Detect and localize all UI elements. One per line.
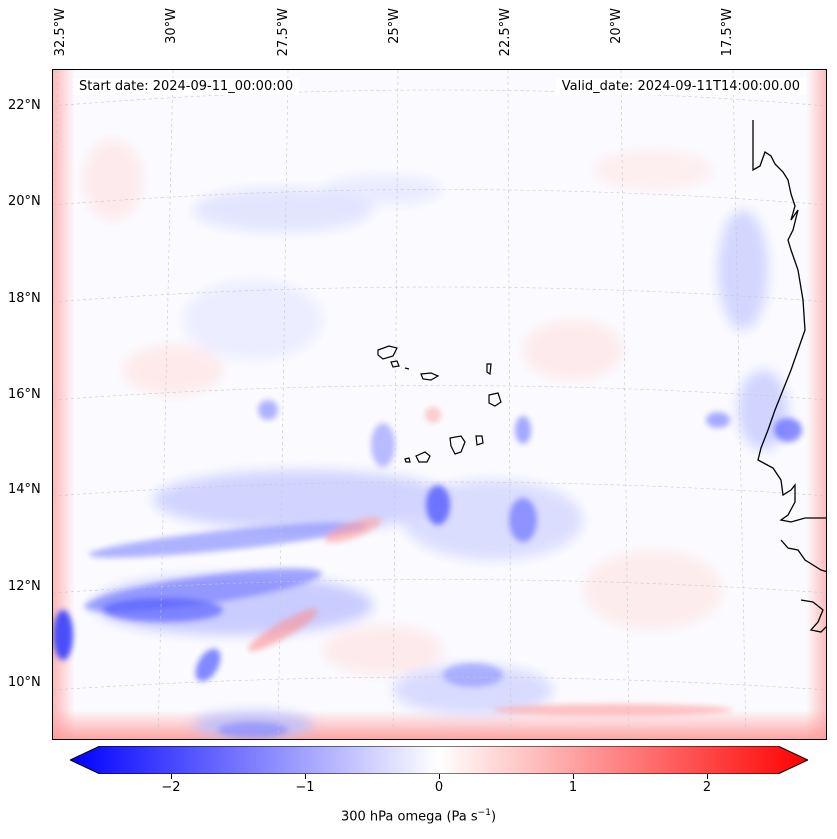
lat-label-22n: 22°N <box>8 98 41 113</box>
start-date-label: Start date: 2024-09-11_00:00:00 <box>73 78 300 95</box>
omega-field-map <box>53 70 826 739</box>
coastline-cape-verde <box>377 345 502 463</box>
map-panel[interactable]: Start date: 2024-09-11_00:00:00 Valid_da… <box>52 69 827 740</box>
colorbar <box>70 746 808 774</box>
colorbar-tick-neg1: −1 <box>295 780 315 795</box>
lat-label-10n: 10°N <box>8 675 41 690</box>
lat-label-14n: 14°N <box>8 482 41 497</box>
lat-label-20n: 20°N <box>8 194 41 209</box>
colorbar-tick-0: 0 <box>434 780 444 795</box>
lon-label-25w: 25°W <box>387 8 402 44</box>
colorbar-tick-1: 1 <box>568 780 578 795</box>
valid-date-label: Valid_date: 2024-09-11T14:00:00.00 <box>555 78 806 95</box>
lat-label-18n: 18°N <box>8 291 41 306</box>
lon-label-27-5w: 27.5°W <box>276 8 291 57</box>
colorbar-tick-2: 2 <box>702 780 712 795</box>
lon-label-22-5w: 22.5°W <box>498 8 513 57</box>
field-soft-patches <box>83 140 788 739</box>
coastline-africa <box>752 120 826 633</box>
lat-label-16n: 16°N <box>8 387 41 402</box>
lon-label-20w: 20°W <box>609 8 624 44</box>
lon-label-32-5w: 32.5°W <box>53 8 68 57</box>
colorbar-label: 300 hPa omega (Pa s−1) <box>340 808 497 825</box>
colorbar-tick-neg2: −2 <box>161 780 181 795</box>
field-strong-cells <box>53 400 802 738</box>
boundary-shading <box>53 70 826 739</box>
graticule <box>53 70 826 739</box>
lon-label-30w: 30°W <box>164 8 179 44</box>
lat-label-12n: 12°N <box>8 579 41 594</box>
lon-label-17-5w: 17.5°W <box>720 8 735 57</box>
